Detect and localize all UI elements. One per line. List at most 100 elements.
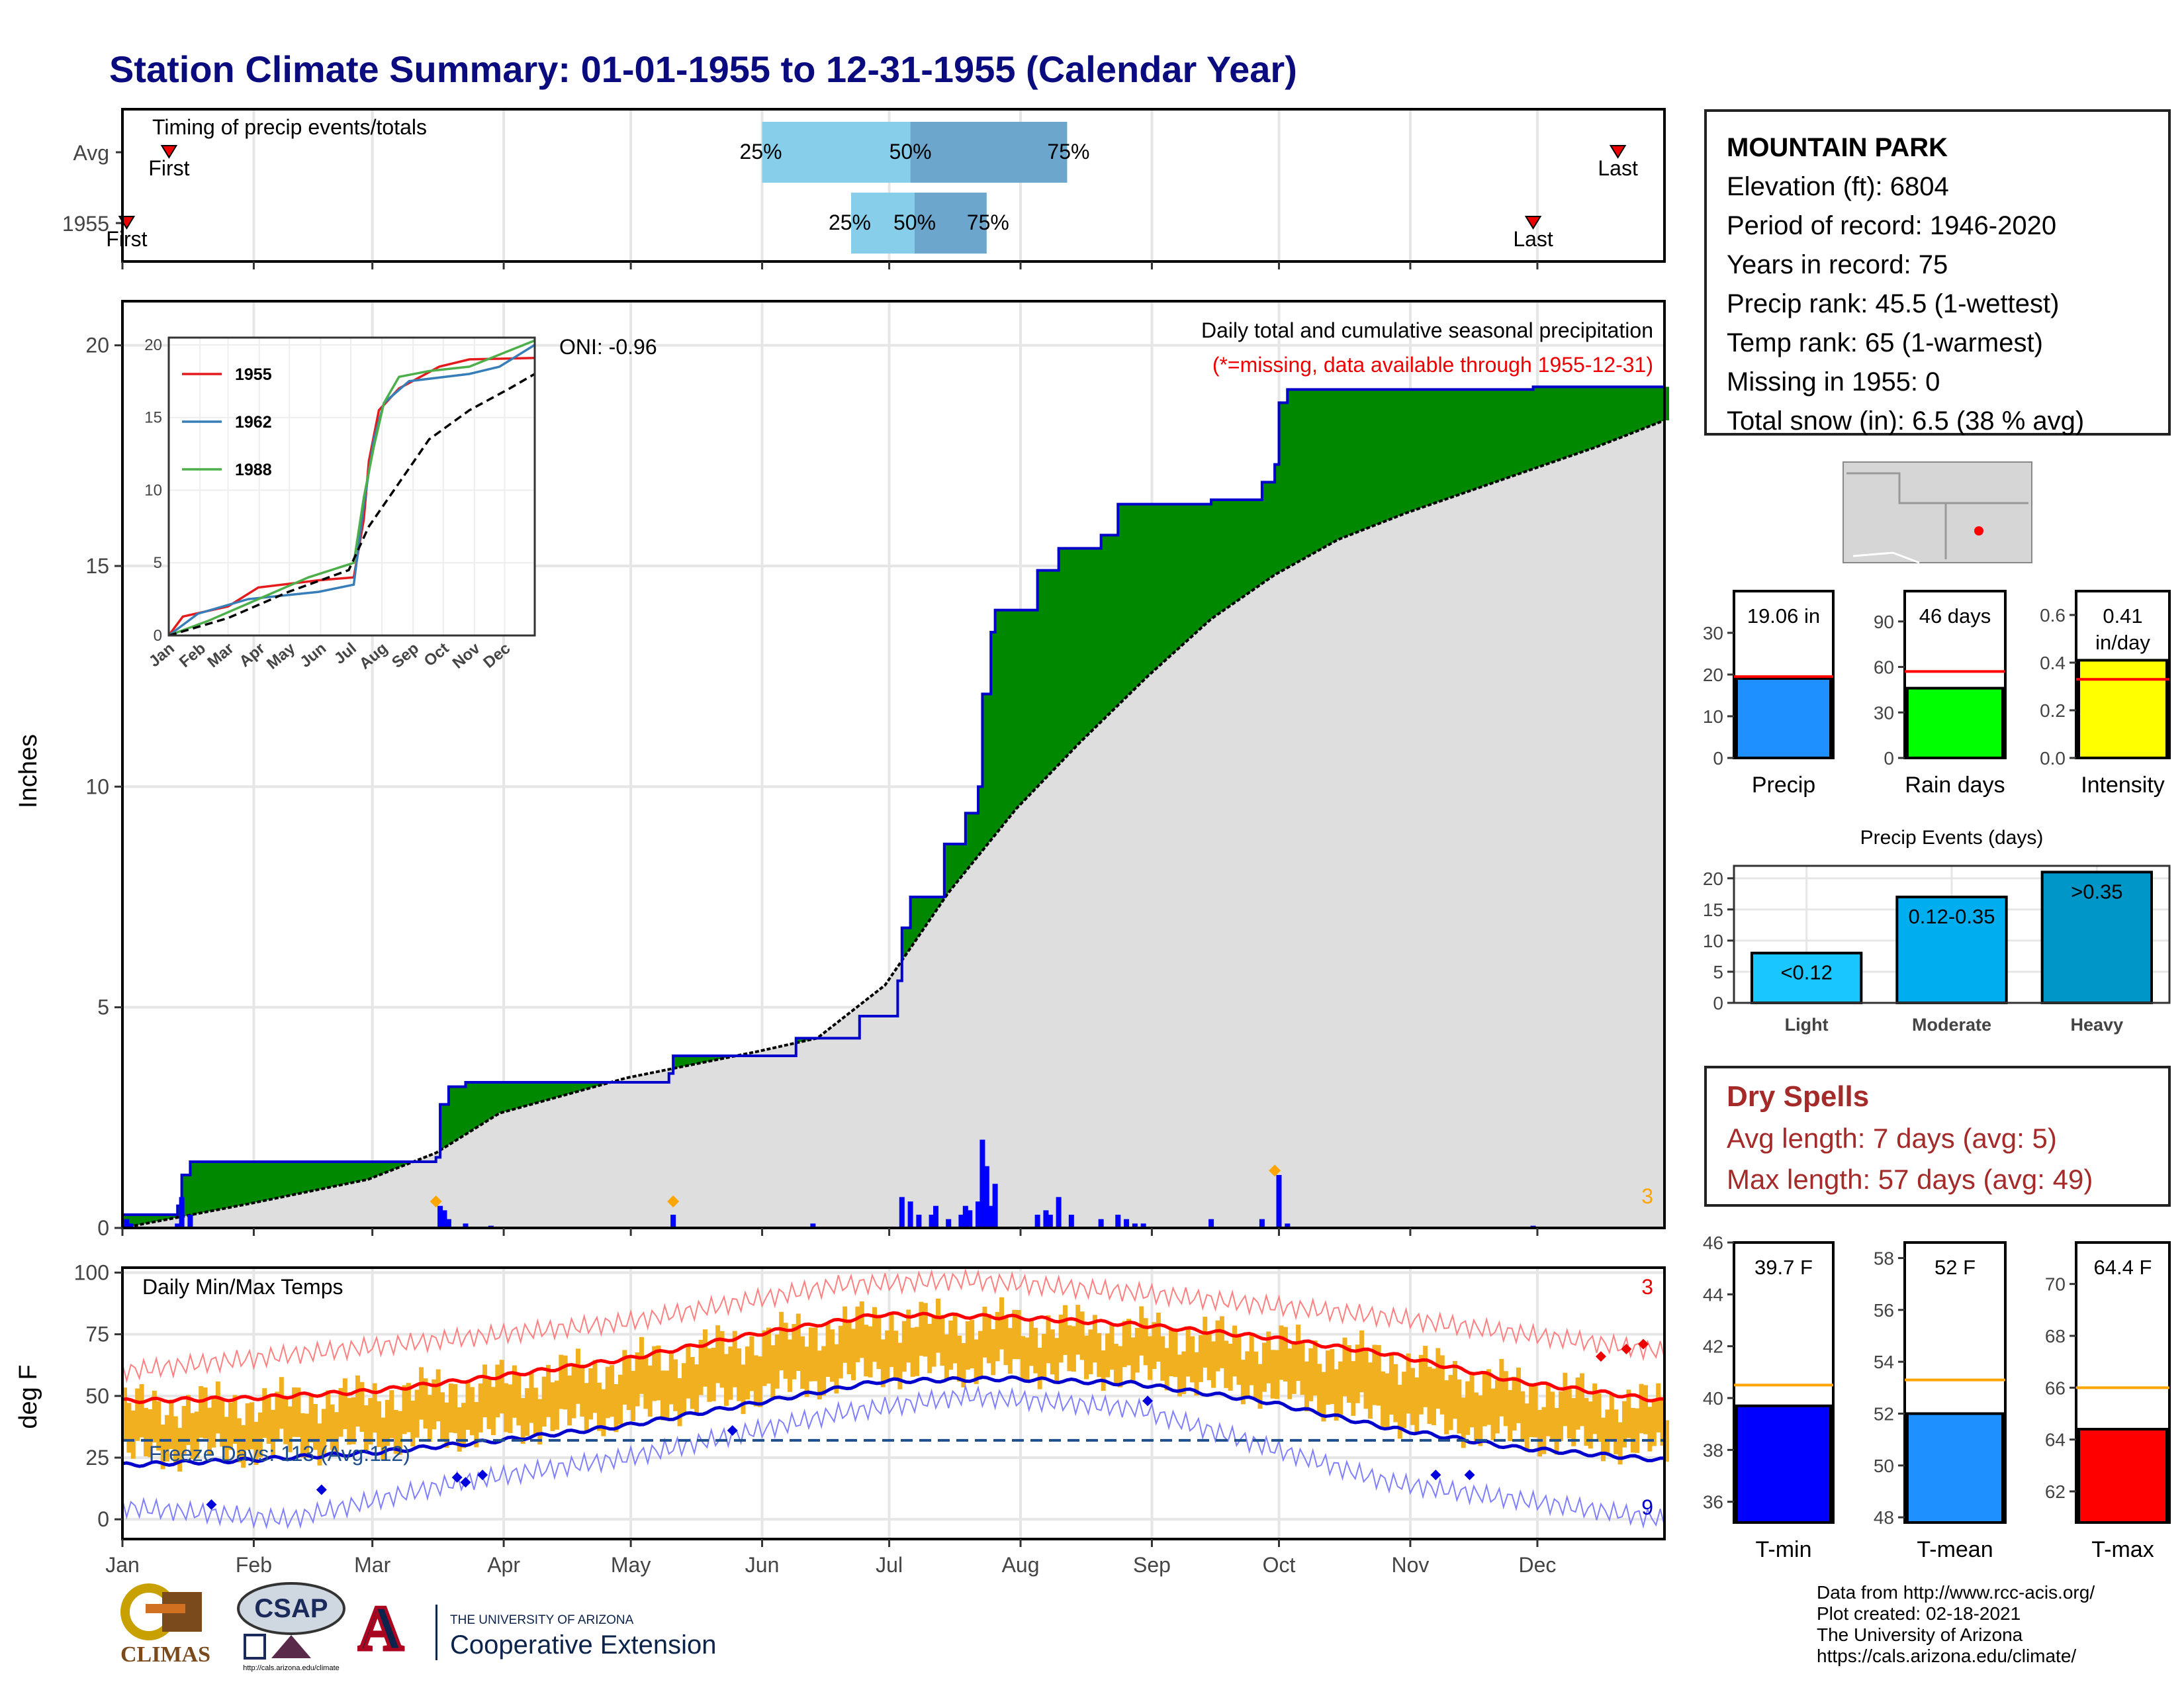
temp-x-tick-label: Sep <box>1133 1553 1171 1577</box>
precip-summary-category-label: Rain days <box>1905 773 2005 798</box>
precip-legend-title: Daily total and cumulative seasonal prec… <box>1201 318 1653 342</box>
temp-x-tick-label: May <box>611 1553 651 1577</box>
precip-summary-y-tick-label: 20 <box>1703 665 1723 685</box>
last-event-marker <box>1609 145 1627 159</box>
timing-p50-label: 50% <box>889 140 932 164</box>
precip-events-category-label: Moderate <box>1912 1015 1991 1035</box>
record-high-marker <box>1621 1344 1632 1354</box>
station-temp-rank: Temp rank: 65 (1-warmest) <box>1727 328 2043 357</box>
daily-precip-bar <box>1047 1215 1053 1228</box>
timing-box-q1 <box>850 193 915 254</box>
temp-title: Daily Min/Max Temps <box>142 1275 343 1299</box>
temp-summary-y-tick-label: 62 <box>2045 1481 2066 1502</box>
temp-y-tick-label: 25 <box>85 1446 109 1470</box>
temp-summary-y-tick-label: 68 <box>2045 1326 2066 1346</box>
daily-precip-bar <box>899 1197 905 1228</box>
temp-summary-value-label: 52 F <box>1934 1256 1976 1279</box>
temp-summary-y-tick-label: 52 <box>1874 1404 1894 1425</box>
record-low-marker <box>727 1425 738 1436</box>
daily-precip-bar <box>967 1210 973 1228</box>
timing-box-q1 <box>762 122 911 183</box>
daily-precip-bar <box>441 1210 447 1228</box>
temp-x-tick-label: Mar <box>354 1553 390 1577</box>
precip-summary-y-tick-label: 0.0 <box>2040 748 2066 769</box>
daily-precip-bar <box>1208 1219 1214 1228</box>
daily-precip-bar <box>1115 1215 1121 1228</box>
temp-summary-category-label: T-min <box>1756 1537 1812 1562</box>
dry-spells-avg: Avg length: 7 days (avg: 5) <box>1727 1123 2057 1154</box>
precip-summary-y-tick-label: 30 <box>1703 623 1723 643</box>
temp-x-tick-label: Jun <box>745 1553 780 1577</box>
daily-precip-bar <box>962 1205 968 1228</box>
daily-precip-bar <box>179 1197 185 1228</box>
record-high-marker <box>1595 1351 1606 1362</box>
temp-x-tick-label: Oct <box>1263 1553 1296 1577</box>
temp-summary-bar <box>1735 1404 1832 1524</box>
freeze-days-label: Freeze Days: 113 (Avg:112) <box>149 1442 410 1466</box>
station-elevation: Elevation (ft): 6804 <box>1727 172 1949 201</box>
temp-summary-y-tick-label: 70 <box>2045 1274 2066 1295</box>
precip-events-category-label: Heavy <box>2071 1015 2124 1035</box>
inset-series-Avg <box>168 373 535 637</box>
precip-summary-y-tick-label: 90 <box>1874 612 1894 632</box>
first-event-marker <box>160 145 178 159</box>
daily-precip-bar <box>1132 1223 1138 1228</box>
timing-p25-label: 25% <box>740 140 782 164</box>
station-location-dot <box>1974 526 1983 536</box>
precip-summary-category-label: Intensity <box>2081 773 2165 798</box>
precip-events-bar <box>1895 896 2008 1004</box>
daily-temp-range <box>122 1297 1670 1472</box>
svg-text:THE UNIVERSITY OF ARIZONA: THE UNIVERSITY OF ARIZONA <box>450 1613 634 1627</box>
precip-y-tick-label: 20 <box>85 334 109 357</box>
above-average-area <box>122 387 1670 1229</box>
normal-cumulative-area <box>122 420 1664 1228</box>
precip-events-y-tick-label: 0 <box>1713 993 1723 1013</box>
inset-legend-label: 1962 <box>235 413 272 432</box>
record-low-marker <box>1430 1470 1441 1481</box>
temp-x-tick-label: Nov <box>1391 1553 1429 1577</box>
precip-events-frame <box>1733 865 2171 1004</box>
daily-precip-bar <box>1056 1197 1062 1228</box>
daily-precip-bar <box>1259 1219 1265 1228</box>
precip-frame <box>121 300 1666 1229</box>
timing-p75-label: 75% <box>967 211 1009 234</box>
dry-spells-box: Dry Spells Avg length: 7 days (avg: 5) M… <box>1704 1066 2171 1207</box>
inset-series-1955 <box>167 356 535 637</box>
svg-text:CSAP: CSAP <box>254 1594 328 1623</box>
page-title: Station Climate Summary: 01-01-1955 to 1… <box>109 48 1297 90</box>
inset-y-tick-label: 0 <box>154 627 162 645</box>
daily-precip-bar <box>810 1223 816 1228</box>
precip-summary-y-tick-label: 0.2 <box>2040 700 2066 721</box>
inset-y-tick-label: 5 <box>154 554 162 572</box>
record-low-marker <box>477 1470 488 1481</box>
timing-box-q2 <box>915 193 987 254</box>
daily-precip-bar <box>1140 1223 1146 1228</box>
first-event-label: First <box>148 156 189 180</box>
record-low-marker <box>206 1499 217 1510</box>
precip-summary-y-tick-label: 0 <box>1884 748 1894 769</box>
inset-y-tick-label: 10 <box>144 481 162 499</box>
credit-line: https://cals.arizona.edu/climate/ <box>1817 1646 2077 1666</box>
dry-spells-max: Max length: 57 days (avg: 49) <box>1727 1164 2093 1195</box>
daily-precip-bar <box>1276 1175 1282 1228</box>
daily-precip-bar <box>124 1219 130 1228</box>
credit-line: The University of Arizona <box>1817 1624 2023 1645</box>
daily-precip-bar <box>437 1205 443 1228</box>
station-missing: Missing in 1955: 0 <box>1727 367 1940 397</box>
snow-marker <box>667 1196 680 1207</box>
inset-bg <box>169 338 535 635</box>
daily-precip-bar <box>979 1139 985 1228</box>
temp-summary-y-tick-label: 58 <box>1874 1248 1894 1269</box>
normal-cumulative-line <box>122 419 1665 1229</box>
daily-precip-bar <box>1034 1215 1040 1228</box>
precip-events-bar <box>2040 870 2154 1004</box>
daily-precip-bar <box>907 1201 913 1228</box>
temp-summary-bar <box>1906 1412 2004 1524</box>
csap-logo: CSAP http://cals.arizona.edu/climate <box>237 1582 345 1672</box>
daily-precip-bar <box>1124 1219 1130 1228</box>
precip-events-category-label: Light <box>1785 1015 1829 1035</box>
daily-precip-bar <box>916 1215 922 1228</box>
precip-summary-y-tick-label: 60 <box>1874 657 1894 678</box>
last-event-label: Last <box>1513 227 1553 251</box>
daily-precip-bar <box>929 1215 934 1228</box>
